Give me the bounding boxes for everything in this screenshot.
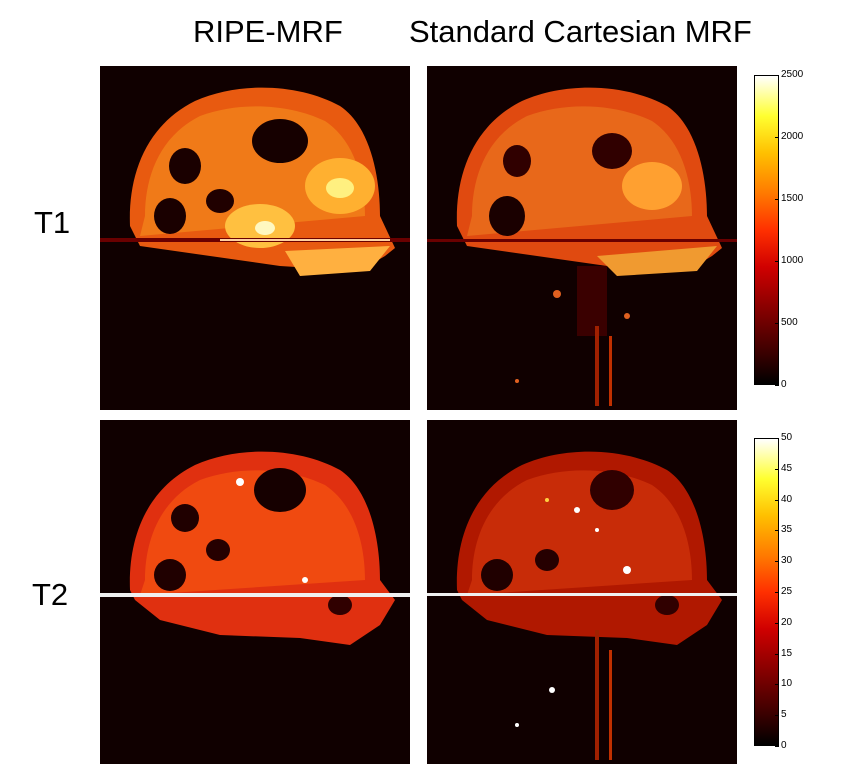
t2-ripe-mrf-map: [100, 451, 410, 645]
column-title-ripe-mrf: RIPE-MRF: [193, 14, 343, 49]
t1-standard-cartesian-mrf-image: [427, 66, 737, 410]
t2-tick-label: 5: [781, 709, 787, 721]
row-label-t2: T2: [32, 577, 69, 612]
row-label-t1: T1: [34, 205, 71, 240]
t2-ripe-mrf-image: [100, 420, 410, 764]
t2-tick-label: 20: [781, 616, 793, 628]
t1-tick-label: 1000: [781, 255, 804, 266]
t2-tick-mark: [775, 468, 779, 470]
t1-tick-mark: [775, 261, 779, 262]
t1-tick-mark: [775, 137, 779, 138]
t1-tick-label: 0: [781, 379, 787, 390]
t2-standard-cartesian-mrf-image: [427, 420, 737, 764]
column-title-standard-cartesian-mrf: Standard Cartesian MRF: [409, 14, 752, 49]
t1-tick-label: 2500: [781, 69, 804, 80]
t1-tick-mark: [775, 199, 779, 200]
t2-standard-cartesian-mrf-map: [427, 451, 737, 760]
t2-tick-mark: [775, 715, 779, 717]
t2-tick-mark: [775, 746, 779, 747]
t1-tick-label: 2000: [781, 131, 804, 142]
t1-tick-label: 1500: [781, 193, 804, 204]
t1-tick-mark: [775, 385, 779, 386]
t2-tick-mark: [775, 622, 779, 624]
t2-tick-label: 25: [781, 586, 793, 597]
t1-standard-cartesian-mrf-map: [427, 87, 737, 406]
t2-tick-label: 15: [781, 647, 793, 659]
t2-tick-mark: [775, 592, 779, 593]
t1-ripe-mrf-image: [100, 66, 410, 410]
t2-tick-label: 10: [781, 678, 793, 690]
t2-tick-label: 45: [781, 462, 793, 474]
t2-tick-mark: [775, 653, 779, 655]
t2-tick-mark: [775, 530, 779, 532]
t2-tick-mark: [775, 499, 779, 501]
t2-tick-label: 30: [781, 555, 793, 567]
t2-tick-label: 50: [781, 432, 793, 443]
t2-tick-mark: [775, 561, 779, 563]
t1-tick-mark: [775, 323, 779, 324]
t2-tick-label: 40: [781, 493, 793, 505]
t2-tick-label: 35: [781, 524, 793, 536]
t2-tick-label: 0: [781, 740, 787, 751]
t1-ripe-mrf-map: [100, 87, 410, 276]
t1-colorbar: [754, 75, 779, 385]
t1-tick-label: 500: [781, 317, 798, 328]
t2-tick-mark: [775, 684, 779, 686]
t2-tick-mark: [775, 438, 779, 439]
t1-tick-mark: [775, 75, 779, 76]
